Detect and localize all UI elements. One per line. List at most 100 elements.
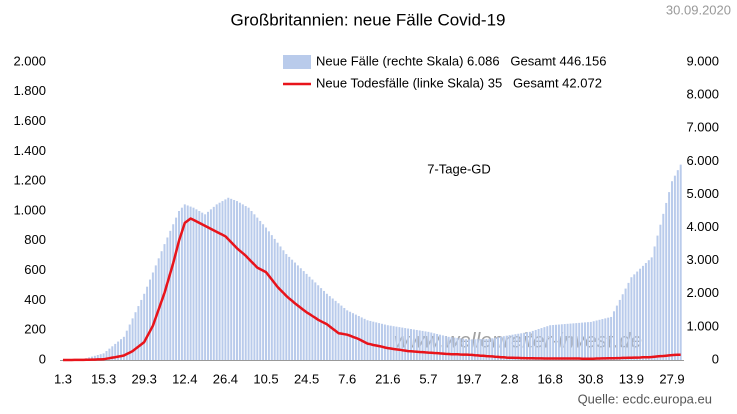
bar xyxy=(514,334,517,360)
bar xyxy=(392,326,395,360)
bar xyxy=(526,332,528,360)
bar xyxy=(482,339,485,360)
bar xyxy=(125,330,128,360)
bar xyxy=(291,259,294,360)
bar xyxy=(627,282,630,360)
bar xyxy=(659,224,662,360)
bar xyxy=(418,330,421,360)
bar xyxy=(294,262,296,360)
bar xyxy=(238,202,241,360)
bar xyxy=(557,324,560,360)
bar xyxy=(117,341,120,360)
bar xyxy=(175,217,178,360)
bar xyxy=(537,329,540,360)
bar xyxy=(273,238,276,360)
bar xyxy=(308,276,311,360)
bar xyxy=(662,213,665,360)
bar xyxy=(520,333,523,360)
bar xyxy=(160,251,163,360)
bar xyxy=(676,170,679,360)
y-tick-label: 800 xyxy=(24,232,46,247)
x-tick-label: 16.8 xyxy=(538,371,563,386)
bar xyxy=(473,339,476,360)
bar xyxy=(372,321,375,360)
y2-tick-label: 6.000 xyxy=(686,153,719,168)
bar xyxy=(450,337,453,360)
bar xyxy=(534,329,537,360)
x-tick-label: 13.9 xyxy=(619,371,644,386)
bar xyxy=(253,214,256,360)
y-tick-label: 400 xyxy=(24,292,46,307)
y2-tick-label: 5.000 xyxy=(686,186,719,201)
bar xyxy=(453,337,456,360)
bar xyxy=(439,334,441,360)
bar xyxy=(146,286,149,360)
x-tick-label: 30.8 xyxy=(578,371,603,386)
chart-title: Großbritannien: neue Fälle Covid-19 xyxy=(231,10,506,29)
bar xyxy=(647,260,650,360)
bar xyxy=(279,246,282,360)
bar xyxy=(325,293,328,360)
bar xyxy=(317,285,320,360)
bar xyxy=(154,265,157,360)
bar xyxy=(227,197,230,360)
bar xyxy=(314,282,317,360)
bar xyxy=(630,277,633,360)
bar xyxy=(192,207,195,360)
bar xyxy=(421,330,424,360)
legend-label: Neue Todesfälle (linke Skala) 35 Gesamt … xyxy=(316,75,602,90)
bar xyxy=(398,327,401,360)
bar xyxy=(415,329,418,360)
bar xyxy=(465,339,468,360)
bar xyxy=(508,335,511,360)
bar xyxy=(389,325,392,360)
bar xyxy=(96,355,99,360)
x-tick-label: 5.7 xyxy=(419,371,437,386)
legend-swatch xyxy=(283,55,311,69)
legend-label: Neue Fälle (rechte Skala) 6.086 Gesamt 4… xyxy=(316,53,607,68)
x-tick-label: 7.6 xyxy=(338,371,356,386)
bar xyxy=(462,338,465,360)
y-tick-label: 200 xyxy=(24,322,46,337)
bar xyxy=(198,211,201,360)
bar xyxy=(204,214,207,360)
bar xyxy=(363,318,366,360)
x-tick-label: 27.9 xyxy=(659,371,684,386)
y-tick-label: 600 xyxy=(24,262,46,277)
bar xyxy=(224,199,227,360)
bar xyxy=(172,224,175,360)
y2-tick-label: 2.000 xyxy=(686,285,719,300)
bar xyxy=(479,339,482,360)
bar xyxy=(470,339,473,360)
bar xyxy=(540,328,543,360)
bar xyxy=(108,348,111,360)
bar xyxy=(276,242,279,360)
bar xyxy=(505,335,508,360)
bar xyxy=(131,318,134,360)
y2-tick-label: 3.000 xyxy=(686,252,719,267)
bar xyxy=(212,206,215,360)
bar xyxy=(531,330,534,360)
bar xyxy=(650,257,653,360)
x-tick-label: 29.3 xyxy=(132,371,157,386)
bar xyxy=(592,321,595,360)
x-tick-label: 10.5 xyxy=(253,371,278,386)
x-tick-label: 24.5 xyxy=(294,371,319,386)
bar xyxy=(134,312,137,360)
bar xyxy=(624,288,627,360)
bar xyxy=(456,337,459,360)
y-tick-label: 1.000 xyxy=(13,202,46,217)
bar xyxy=(569,323,572,360)
bar xyxy=(673,175,676,360)
bar xyxy=(615,305,618,360)
line xyxy=(63,217,681,362)
bar xyxy=(180,207,183,360)
bar xyxy=(215,204,218,360)
bar xyxy=(296,265,299,360)
bar xyxy=(256,217,259,360)
bar xyxy=(595,320,598,360)
bar xyxy=(102,353,105,360)
bar xyxy=(111,346,114,360)
bar xyxy=(233,199,236,360)
bar xyxy=(476,339,479,360)
